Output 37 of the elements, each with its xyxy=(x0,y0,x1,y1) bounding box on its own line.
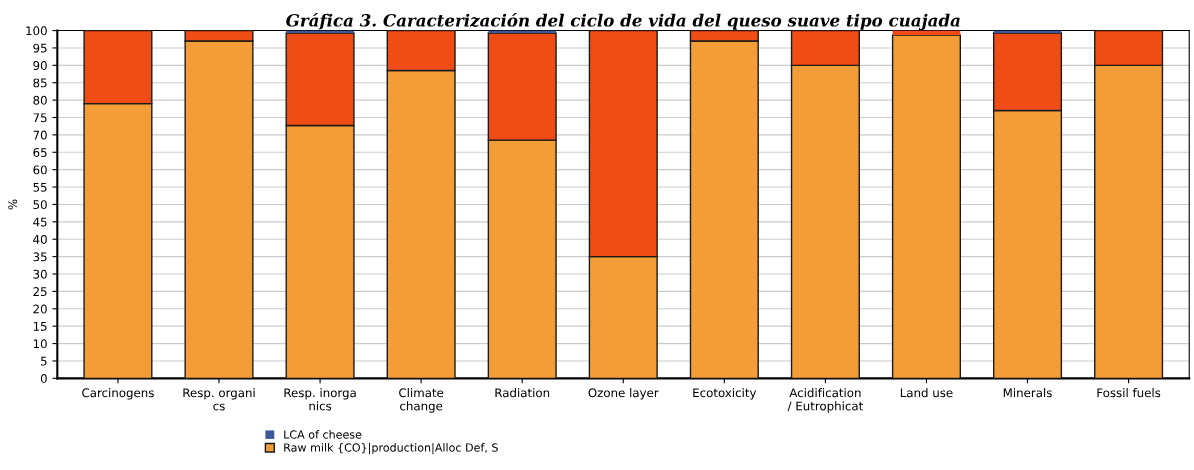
legend-label: Raw milk {CO}|production|Alloc Def, S xyxy=(284,443,498,455)
x-tick-label: Resp. inorga nics xyxy=(284,388,356,411)
y-axis-title: % xyxy=(8,199,18,210)
y-tick-label: 5 xyxy=(40,356,47,366)
x-tick-label: Minerals xyxy=(1003,388,1052,398)
y-tick-label: 80 xyxy=(33,95,47,105)
x-tick-label: Ecotoxicity xyxy=(693,388,757,400)
y-tick-label: 60 xyxy=(33,165,47,175)
y-tick-label: 40 xyxy=(33,234,47,244)
y-tick-label: 0 xyxy=(40,374,47,383)
x-tick-label: Radiation xyxy=(495,388,550,398)
x-tick-label: Ozone layer xyxy=(588,388,659,400)
x-tick-label: Climate change xyxy=(399,388,444,413)
x-tick-label: Carcinogens xyxy=(82,388,154,400)
bar xyxy=(891,34,962,379)
y-tick-label: 35 xyxy=(33,252,47,262)
x-tick-label: Acidification / Eutrophicat xyxy=(787,388,863,413)
y-tick-label: 75 xyxy=(33,113,47,123)
x-tick-label: Fossil fuels xyxy=(1097,388,1161,398)
x-tick-label: Resp. organi cs xyxy=(183,388,255,411)
y-tick-label: 15 xyxy=(33,322,47,331)
x-tick-label: Land use xyxy=(900,388,953,398)
y-tick-label: 30 xyxy=(33,269,47,279)
y-tick-label: 10 xyxy=(33,339,47,349)
y-tick-label: 70 xyxy=(33,130,47,140)
y-tick-label: 100 xyxy=(26,26,47,36)
y-tick-label: 65 xyxy=(33,148,47,157)
y-tick-label: 20 xyxy=(33,304,47,314)
y-tick-label: 95 xyxy=(33,43,47,53)
y-tick-label: 90 xyxy=(33,61,47,70)
y-tick-label: 45 xyxy=(33,217,47,227)
chart-title: Gráfica 3. Caracterización del ciclo de vida del queso suave tipo cuajada xyxy=(286,13,960,31)
legend-label: LCA of cheese xyxy=(284,430,362,439)
y-tick-label: 55 xyxy=(33,182,47,192)
y-tick-label: 85 xyxy=(33,78,47,88)
y-tick-label: 50 xyxy=(33,200,47,210)
y-tick-label: 25 xyxy=(33,287,47,297)
